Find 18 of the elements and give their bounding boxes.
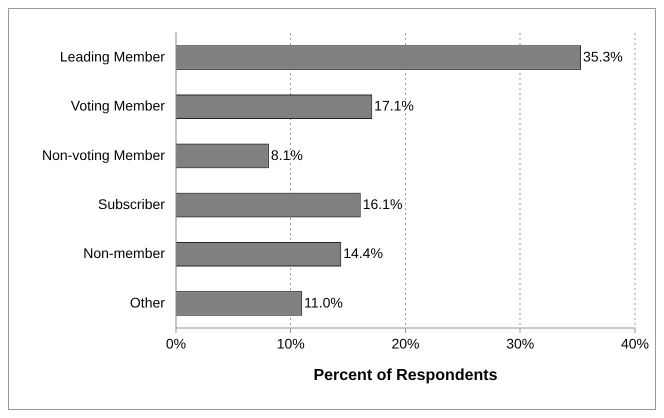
- y-tick-label: Voting Member: [70, 98, 166, 114]
- y-tick-label: Non-member: [83, 245, 166, 262]
- y-tick-label: Leading Member: [60, 48, 166, 64]
- x-axis-title: Percent of Respondents: [313, 366, 498, 384]
- y-tick-label: Non-voting Member: [42, 146, 166, 163]
- data-label: 35.3%: [583, 48, 623, 64]
- data-label: 16.1%: [362, 196, 402, 212]
- x-tick-label: 40%: [620, 335, 650, 352]
- data-label: 14.4%: [343, 245, 383, 262]
- x-tick-label: 20%: [391, 335, 420, 352]
- data-label: 11.0%: [304, 294, 343, 310]
- data-label: 17.1%: [374, 98, 414, 114]
- y-tick-label: Other: [130, 294, 166, 310]
- x-tick-label: 0%: [166, 335, 186, 352]
- data-label: 8.1%: [270, 146, 303, 163]
- x-tick-label: 30%: [506, 335, 534, 352]
- x-tick-label: 10%: [276, 335, 305, 352]
- y-tick-label: Subscriber: [98, 196, 166, 212]
